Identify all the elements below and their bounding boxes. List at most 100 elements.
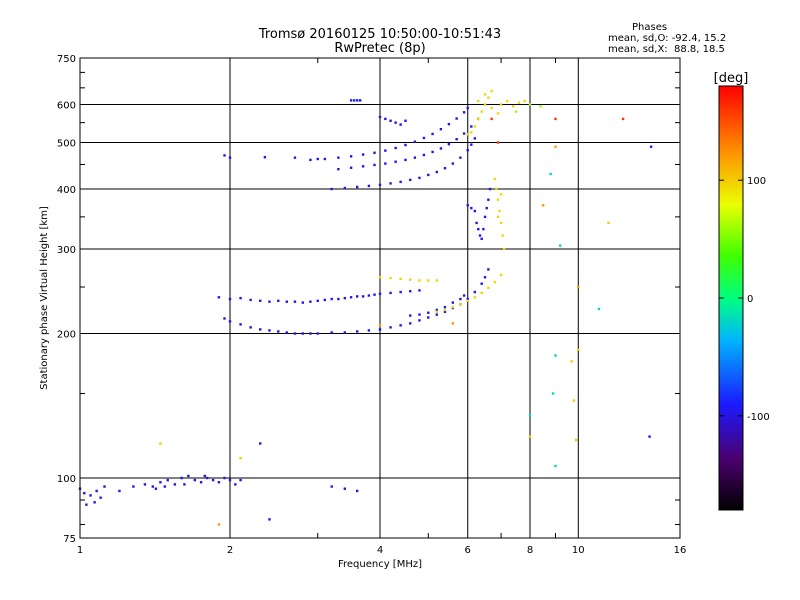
data-point <box>451 305 455 309</box>
data-point <box>309 332 312 335</box>
data-point <box>268 300 271 303</box>
data-point <box>163 485 167 488</box>
data-point <box>389 276 392 280</box>
data-point <box>483 93 487 96</box>
stats-o-mode: mean, sd,O: -92.4, 15.2 <box>608 33 727 44</box>
data-point <box>268 518 271 521</box>
data-point <box>187 474 190 478</box>
y-tick-label: 200 <box>57 330 76 341</box>
data-point <box>166 478 169 482</box>
data-point <box>427 279 430 282</box>
data-point <box>487 286 490 290</box>
data-point <box>173 483 177 486</box>
colorbar: [deg] 100 0 -100 <box>714 71 770 511</box>
data-point <box>367 184 371 188</box>
data-point <box>473 290 477 294</box>
data-point <box>268 329 271 332</box>
y-tick-label: 400 <box>57 185 76 196</box>
data-point <box>418 279 421 282</box>
data-point <box>482 227 485 231</box>
data-point <box>404 143 407 147</box>
data-point <box>549 172 552 176</box>
data-point <box>570 360 573 363</box>
data-point <box>466 204 469 207</box>
data-point <box>539 105 542 108</box>
data-point <box>451 162 455 165</box>
data-point <box>301 301 305 304</box>
data-point <box>435 308 438 312</box>
data-point <box>523 99 526 103</box>
y-tick-label: 100 <box>57 474 76 485</box>
data-point <box>462 294 466 297</box>
data-point <box>462 111 466 114</box>
data-point <box>330 331 333 334</box>
data-point <box>409 314 412 317</box>
data-point <box>528 414 532 417</box>
data-point <box>455 138 458 141</box>
data-point <box>323 157 327 161</box>
data-point <box>154 487 158 490</box>
data-point <box>217 481 221 484</box>
data-point <box>554 145 557 148</box>
colorbar-tick-label: 0 <box>747 294 753 305</box>
data-point <box>223 154 226 157</box>
data-point <box>193 478 197 482</box>
colorbar-tick-label: -100 <box>747 412 770 423</box>
data-point <box>470 206 473 210</box>
data-point <box>511 105 515 108</box>
data-point <box>132 485 135 488</box>
x-tick-label: 8 <box>527 545 533 556</box>
data-point <box>151 485 155 488</box>
data-point <box>404 119 407 122</box>
data-point <box>572 399 576 402</box>
x-tick-label: 1 <box>77 545 83 556</box>
data-point <box>249 326 252 329</box>
data-point <box>409 290 412 293</box>
data-point <box>343 331 347 334</box>
y-tick-label: 500 <box>57 139 76 150</box>
data-point <box>394 146 397 150</box>
chart-subtitle: RwPretec (8p) <box>334 41 426 56</box>
data-point <box>493 177 497 181</box>
data-point <box>228 297 232 301</box>
data-point <box>554 354 557 357</box>
data-point <box>435 279 438 282</box>
data-point <box>228 320 232 323</box>
data-point <box>499 273 503 277</box>
data-point <box>228 478 232 482</box>
data-point <box>234 483 237 486</box>
data-point <box>378 115 382 119</box>
data-point <box>293 332 297 335</box>
data-point <box>459 303 462 306</box>
data-point <box>95 489 98 493</box>
data-point <box>649 145 653 148</box>
data-point <box>466 297 469 301</box>
data-point <box>470 131 473 134</box>
data-point <box>466 106 469 110</box>
data-point <box>499 103 503 106</box>
data-points <box>78 89 653 526</box>
data-point <box>422 153 426 157</box>
data-point <box>459 297 462 301</box>
data-point <box>554 117 557 121</box>
data-point <box>418 289 421 292</box>
chart-title: Tromsø 20160125 10:50:00-10:51:43 <box>258 27 502 42</box>
data-point <box>337 297 340 301</box>
data-point <box>498 209 501 213</box>
data-point <box>554 464 557 468</box>
data-point <box>447 142 451 146</box>
x-tick-label: 10 <box>572 545 585 556</box>
data-point <box>118 489 121 493</box>
data-point <box>355 489 359 493</box>
data-point <box>399 123 402 126</box>
data-point <box>483 103 487 106</box>
data-point <box>621 117 625 121</box>
data-point <box>99 496 102 499</box>
data-point <box>541 204 545 207</box>
data-point <box>343 296 347 300</box>
data-point <box>217 523 221 526</box>
data-point <box>337 167 340 171</box>
data-point <box>505 99 509 103</box>
data-point <box>378 183 382 187</box>
data-point <box>597 307 601 311</box>
